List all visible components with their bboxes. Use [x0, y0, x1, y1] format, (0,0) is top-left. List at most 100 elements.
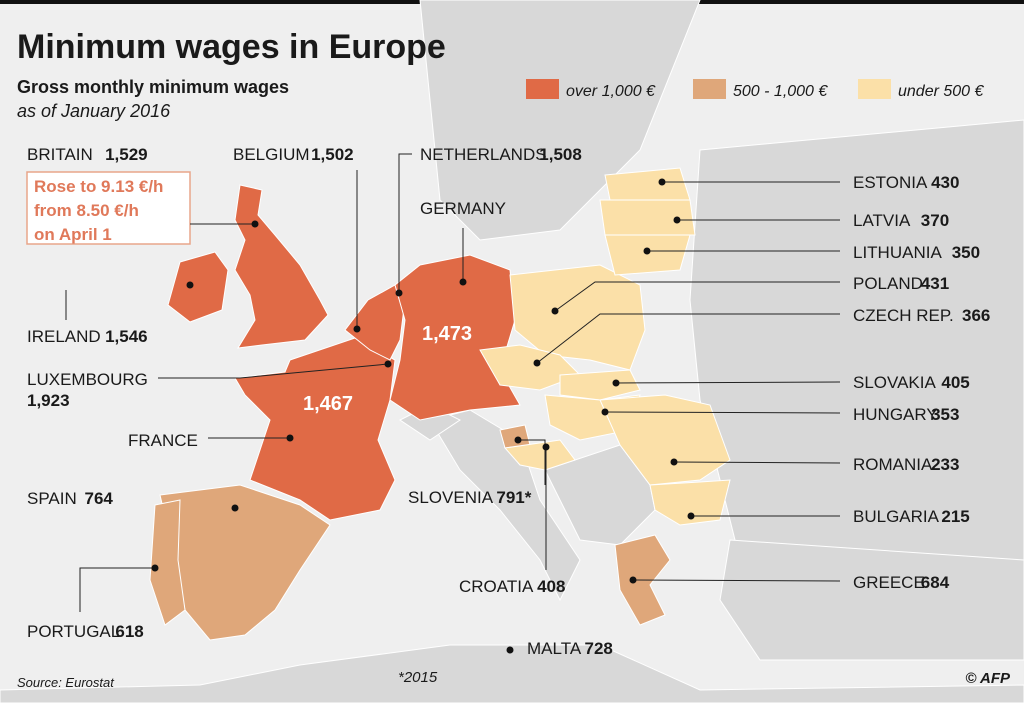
country-name: FRANCE: [128, 431, 198, 450]
country-wage: 405: [941, 373, 969, 392]
legend-swatch: [693, 79, 726, 99]
leader-line: [604, 411, 841, 414]
country-dot: [384, 360, 392, 368]
scandinavia: [419, 0, 701, 241]
country-wage: 370: [921, 211, 949, 230]
country-dot: [601, 408, 609, 416]
leader-line: [158, 363, 389, 379]
date: as of January 2016: [17, 101, 171, 121]
credit: © AFP: [965, 670, 1011, 687]
title: Minimum wages in Europe: [17, 28, 446, 66]
slovakia-shape: [559, 369, 641, 401]
country-name: MALTA: [527, 639, 582, 658]
country-dot: [231, 504, 239, 512]
country-dot: [151, 564, 159, 572]
lithuania-shape: [604, 234, 691, 276]
country-dot: [533, 359, 541, 367]
leader-line: [632, 579, 841, 582]
legend-label: under 500 €: [898, 83, 985, 100]
country-name: CROATIA: [459, 577, 534, 596]
country-dot: [459, 278, 467, 286]
country-name: BELGIUM: [233, 145, 310, 164]
country-wage: 1,502: [311, 145, 354, 164]
country-wage: 215: [941, 507, 969, 526]
footnote: *2015: [398, 669, 438, 686]
leader-line: [79, 567, 155, 612]
country-dot: [286, 434, 294, 442]
country-wage: 618: [115, 622, 143, 641]
benelux-shape: [344, 284, 406, 361]
legend-label: over 1,000 €: [566, 83, 656, 100]
country-name: ROMANIA: [853, 455, 933, 474]
country-wage: 684: [921, 573, 950, 592]
country-dot: [186, 281, 194, 289]
country-name: IRELAND: [27, 327, 101, 346]
country-dot: [395, 289, 403, 297]
country-wage: 728: [585, 639, 613, 658]
country-dot: [658, 178, 666, 186]
country-wage: 366: [962, 306, 990, 325]
country-name: CZECH REP.: [853, 306, 954, 325]
leader-line: [536, 313, 840, 364]
country-dot: [687, 512, 695, 520]
note-box: [26, 171, 191, 245]
africa: [0, 644, 1024, 703]
country-wage: 1,546: [105, 327, 148, 346]
leader-line: [673, 461, 841, 464]
country-dot: [551, 307, 559, 315]
legend-swatch: [858, 79, 891, 99]
country-dot: [673, 216, 681, 224]
leader-line: [554, 281, 840, 312]
britain-shape: [234, 184, 329, 349]
italy: [429, 409, 581, 602]
country-dot: [542, 443, 550, 451]
country-wage: 431: [921, 274, 949, 293]
country-name: HUNGARY: [853, 405, 938, 424]
country-wage: 1,923: [27, 391, 70, 410]
legend-label: 500 - 1,000 €: [733, 83, 828, 100]
country-wage: 1,473: [422, 323, 472, 345]
country-name: LATVIA: [853, 211, 911, 230]
country-wage: 764: [85, 489, 114, 508]
country-name: SLOVAKIA: [853, 373, 936, 392]
country-name: BRITAIN: [27, 145, 93, 164]
country-wage: 353: [931, 405, 959, 424]
country-dot: [643, 247, 651, 255]
note-line: on April 1: [34, 225, 112, 244]
country-wage: 430: [931, 173, 959, 192]
country-wage: 350: [952, 243, 980, 262]
country-name: LITHUANIA: [853, 243, 942, 262]
country-dot: [353, 325, 361, 333]
country-wage: 1,467: [303, 393, 353, 415]
country-name: ESTONIA: [853, 173, 928, 192]
country-wage: 791*: [496, 488, 531, 507]
country-wage: 408: [537, 577, 565, 596]
country-name: SLOVENIA: [408, 488, 494, 507]
source: Source: Eurostat: [17, 675, 115, 690]
country-name: POLAND: [853, 274, 923, 293]
country-name: BULGARIA: [853, 507, 940, 526]
turkey: [719, 539, 1024, 661]
france-shape: [234, 337, 396, 521]
croatia-shape: [504, 439, 576, 471]
country-dot: [514, 436, 522, 444]
country-name: GERMANY: [420, 199, 506, 218]
bulgaria-shape: [649, 479, 731, 526]
latvia-shape: [599, 199, 696, 236]
portugal-shape: [149, 499, 186, 626]
leader-line: [518, 439, 546, 485]
country-dot: [670, 458, 678, 466]
country-name: NETHERLANDS: [420, 145, 547, 164]
germany-shape: [389, 254, 521, 421]
country-wage: 233: [931, 455, 959, 474]
country-name: GREECE: [853, 573, 925, 592]
country-dot: [506, 646, 514, 654]
country-dot: [629, 576, 637, 584]
countries: [149, 167, 731, 641]
note-line: Rose to 9.13 €/h: [34, 177, 163, 196]
legend-swatch: [526, 79, 559, 99]
country-wage: 1,529: [105, 145, 148, 164]
country-dot: [612, 379, 620, 387]
